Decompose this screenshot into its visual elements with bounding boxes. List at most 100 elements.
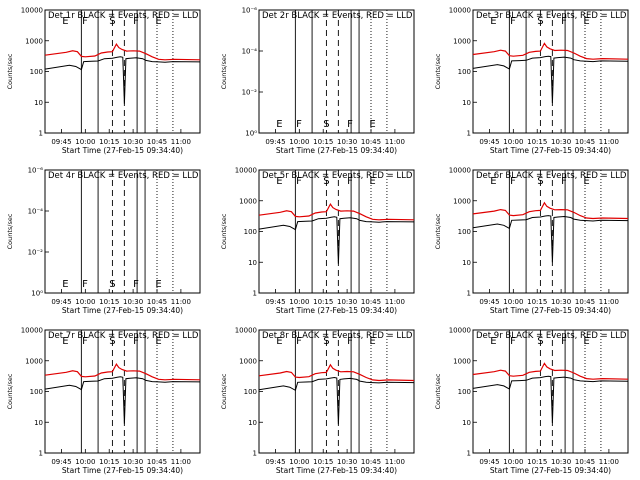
panel-title-7: Det 7r BLACK = Events, RED = LLD <box>48 331 199 341</box>
y-tick-label-3-2: 100 <box>458 68 471 76</box>
mode-marker-6-4: E <box>583 176 589 187</box>
panel-title-4: Det 4r BLACK = Events, RED = LLD <box>48 171 199 181</box>
x-tick-label-6-3: 10:30 <box>551 298 571 306</box>
y-tick-label-5-4: 10000 <box>235 167 257 175</box>
mode-marker-7-0: E <box>62 336 68 347</box>
y-tick-label-4-0: 10⁰ <box>31 290 43 298</box>
x-tick-label-3-5: 11:00 <box>599 138 619 146</box>
x-tick-label-2-3: 10:30 <box>337 138 357 146</box>
x-tick-label-1-0: 09:45 <box>51 138 71 146</box>
x-tick-label-4-5: 11:00 <box>171 298 191 306</box>
x-tick-label-8-3: 10:30 <box>337 458 357 466</box>
y-tick-label-8-2: 100 <box>244 388 257 396</box>
mode-marker-9-1: F <box>510 336 516 347</box>
y-tick-label-9-0: 1 <box>467 450 471 458</box>
x-tick-label-9-0: 09:45 <box>479 458 499 466</box>
x-tick-label-5-3: 10:30 <box>337 298 357 306</box>
x-tick-label-7-1: 10:00 <box>75 458 95 466</box>
events-series-1 <box>44 56 201 104</box>
y-tick-label-7-1: 10 <box>34 419 43 427</box>
y-tick-label-2-1: 10⁻² <box>242 89 258 97</box>
y-tick-label-5-2: 100 <box>244 228 257 236</box>
panel-title-2: Det 2r BLACK = Events, RED = LLD <box>262 11 413 21</box>
mode-marker-1-3: F <box>133 16 139 27</box>
x-tick-label-2-1: 10:00 <box>289 138 309 146</box>
y-tick-label-3-1: 10 <box>462 99 471 107</box>
mode-marker-6-0: E <box>490 176 496 187</box>
y-tick-label-6-4: 10000 <box>449 167 471 175</box>
y-tick-label-9-3: 1000 <box>453 357 471 365</box>
plot-frame-8 <box>258 329 415 454</box>
x-tick-label-7-3: 10:30 <box>123 458 143 466</box>
panel-title-5: Det 5r BLACK = Events, RED = LLD <box>262 171 413 181</box>
panel-title-3: Det 3r BLACK = Events, RED = LLD <box>476 11 627 21</box>
mode-marker-1-4: E <box>155 16 161 27</box>
x-tick-label-9-5: 11:00 <box>599 458 619 466</box>
x-tick-label-4-1: 10:00 <box>75 298 95 306</box>
x-axis-label-7: Start Time (27-Feb-15 09:34:40) <box>62 466 183 475</box>
x-tick-label-1-5: 11:00 <box>171 138 191 146</box>
x-tick-label-7-5: 11:00 <box>171 458 191 466</box>
y-tick-label-8-4: 10000 <box>235 327 257 335</box>
x-tick-label-2-2: 10:15 <box>313 138 333 146</box>
y-axis-label-1: Counts/sec <box>6 53 14 89</box>
x-tick-label-1-4: 10:45 <box>147 138 167 146</box>
x-tick-label-1-3: 10:30 <box>123 138 143 146</box>
x-tick-label-2-4: 10:45 <box>361 138 381 146</box>
mode-marker-7-4: E <box>155 336 161 347</box>
mode-marker-5-1: F <box>296 176 302 187</box>
mode-marker-3-0: E <box>490 16 496 27</box>
x-tick-label-5-5: 11:00 <box>385 298 405 306</box>
x-tick-label-3-3: 10:30 <box>551 138 571 146</box>
mode-marker-3-1: F <box>510 16 516 27</box>
x-tick-label-7-2: 10:15 <box>99 458 119 466</box>
mode-marker-6-2: S <box>537 176 543 187</box>
lld-series-9 <box>472 362 629 380</box>
mode-marker-1-2: S <box>109 16 115 27</box>
y-axis-label-9: Counts/sec <box>434 373 442 409</box>
y-axis-label-3: Counts/sec <box>434 53 442 89</box>
plot-frame-6 <box>472 169 629 294</box>
x-tick-label-4-4: 10:45 <box>147 298 167 306</box>
mode-marker-2-2: S <box>323 119 329 130</box>
y-tick-label-5-1: 10 <box>248 259 257 267</box>
lld-series-5 <box>258 202 415 221</box>
y-axis-label-7: Counts/sec <box>6 373 14 409</box>
x-tick-label-8-4: 10:45 <box>361 458 381 466</box>
x-tick-label-3-1: 10:00 <box>503 138 523 146</box>
x-axis-label-2: Start Time (27-Feb-15 09:34:40) <box>276 146 397 155</box>
mode-marker-8-2: S <box>323 336 329 347</box>
lld-series-1 <box>44 42 201 61</box>
y-tick-label-5-3: 1000 <box>239 197 257 205</box>
x-tick-label-7-0: 09:45 <box>51 458 71 466</box>
plot-frame-7 <box>44 329 201 454</box>
events-series-8 <box>258 376 415 425</box>
y-tick-label-3-3: 1000 <box>453 37 471 45</box>
y-tick-label-7-3: 1000 <box>25 357 43 365</box>
panel-title-8: Det 8r BLACK = Events, RED = LLD <box>262 331 413 341</box>
mode-marker-4-4: E <box>155 279 161 290</box>
events-series-3 <box>472 55 629 104</box>
x-tick-label-2-5: 11:00 <box>385 138 405 146</box>
mode-marker-6-3: F <box>561 176 567 187</box>
x-axis-label-9: Start Time (27-Feb-15 09:34:40) <box>490 466 611 475</box>
y-tick-label-2-0: 10⁰ <box>245 130 257 138</box>
lld-series-6 <box>472 201 629 220</box>
plot-frame-3 <box>472 9 629 134</box>
y-tick-label-7-0: 1 <box>39 450 43 458</box>
mode-marker-8-3: F <box>347 336 353 347</box>
x-tick-label-3-4: 10:45 <box>575 138 595 146</box>
x-tick-label-3-2: 10:15 <box>527 138 547 146</box>
mode-marker-5-4: E <box>369 176 375 187</box>
mode-marker-4-3: F <box>133 279 139 290</box>
x-tick-label-8-5: 11:00 <box>385 458 405 466</box>
mode-marker-2-0: E <box>276 119 282 130</box>
mode-marker-3-4: E <box>583 16 589 27</box>
mode-marker-4-1: F <box>82 279 88 290</box>
panel-title-9: Det 9r BLACK = Events, RED = LLD <box>476 331 627 341</box>
x-tick-label-6-2: 10:15 <box>527 298 547 306</box>
panel-title-1: Det 1r BLACK = Events, RED = LLD <box>48 11 199 21</box>
y-tick-label-1-1: 10 <box>34 99 43 107</box>
x-tick-label-9-2: 10:15 <box>527 458 547 466</box>
y-axis-label-2: Counts/sec <box>220 53 228 89</box>
